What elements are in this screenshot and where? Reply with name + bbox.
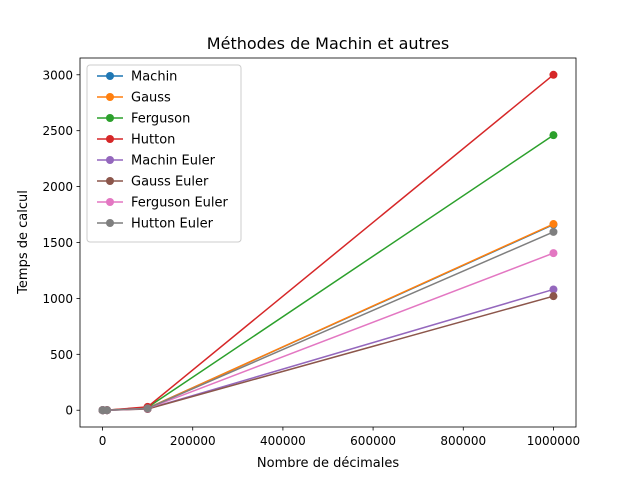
y-tick-label-4: 2000 <box>42 180 73 194</box>
legend-swatch-marker-2 <box>106 114 114 122</box>
plot-area: 0 200000 400000 600000 800000 1000000 0 500 1000… <box>42 57 580 448</box>
legend-swatch-marker-0 <box>106 72 114 80</box>
legend-label-3: Hutton <box>131 133 175 148</box>
legend-swatch-marker-7 <box>106 219 114 227</box>
x-tick-label-4: 800000 <box>440 434 486 448</box>
y-tick-label-0: 0 <box>65 404 73 418</box>
legend-swatch-marker-3 <box>106 135 114 143</box>
legend: Machin Gauss Ferguson Hutton Machin Euler Gau… <box>86 64 242 243</box>
x-tick-label-1: 200000 <box>170 434 216 448</box>
data-point-6-5 <box>549 249 558 258</box>
legend-label-4: Machin Euler <box>131 154 216 169</box>
data-point-4-5 <box>549 285 558 294</box>
x-tick-label-5: 1000000 <box>527 434 580 448</box>
legend-label-6: Ferguson Euler <box>131 196 229 211</box>
y-axis-title: Temps de calcul <box>16 190 31 295</box>
legend-frame <box>86 64 242 243</box>
x-axis-title: Nombre de décimales <box>257 456 399 471</box>
data-point-7-4 <box>143 404 152 413</box>
data-point-5-5 <box>549 292 558 301</box>
y-tick-label-5: 2500 <box>42 124 73 138</box>
legend-swatch-marker-1 <box>106 93 114 101</box>
y-tick-label-2: 1000 <box>42 292 73 306</box>
legend-label-0: Machin <box>131 70 177 85</box>
legend-swatch-marker-6 <box>106 198 114 206</box>
data-point-1-5 <box>549 220 558 229</box>
x-tick-label-3: 600000 <box>350 434 396 448</box>
legend-swatch-marker-4 <box>106 156 114 164</box>
x-tick-label-0: 0 <box>99 434 107 448</box>
data-point-7-3 <box>103 406 112 415</box>
data-point-2-5 <box>549 131 558 140</box>
legend-swatch-marker-5 <box>106 177 114 185</box>
data-point-7-5 <box>549 227 558 236</box>
legend-label-5: Gauss Euler <box>131 175 209 190</box>
x-tick-label-2: 400000 <box>260 434 306 448</box>
y-tick-label-6: 3000 <box>42 68 73 82</box>
legend-label-2: Ferguson <box>131 112 190 127</box>
data-point-3-5 <box>549 70 558 79</box>
y-tick-label-1: 500 <box>50 348 73 362</box>
y-tick-label-3: 1500 <box>42 236 73 250</box>
chart-title: Méthodes de Machin et autres <box>207 34 449 53</box>
legend-label-1: Gauss <box>131 91 171 106</box>
legend-label-7: Hutton Euler <box>131 217 214 232</box>
